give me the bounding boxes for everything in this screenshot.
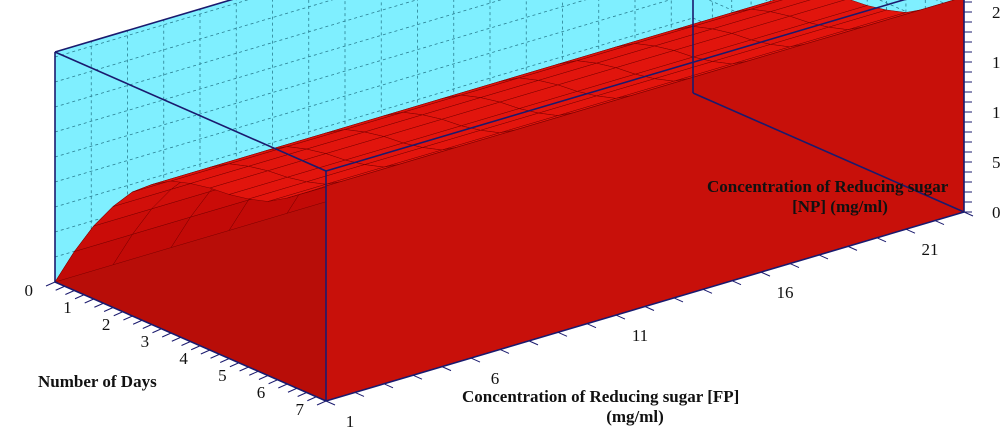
frame-edge <box>692 92 965 213</box>
y-tick-mark <box>673 297 684 303</box>
y-tick-label: 16 <box>777 283 794 302</box>
x-tick-mark <box>45 281 56 287</box>
y-tick-mark <box>499 348 510 354</box>
x-tick-mark <box>161 332 172 338</box>
surface-plot <box>54 0 965 402</box>
x-tick-mark <box>190 345 201 351</box>
x-tick-mark <box>258 375 269 380</box>
y-tick-mark <box>644 306 655 311</box>
x-tick-mark <box>152 328 162 334</box>
y-tick-label: 21 <box>922 240 939 259</box>
tick-labels: 012345671611162105101520 <box>25 3 1000 430</box>
y-tick-mark <box>441 366 452 372</box>
y-tick-label: 1 <box>346 412 355 430</box>
x-tick-mark <box>171 336 182 342</box>
z-axis-label-line2: [NP] (mg/ml) <box>792 197 888 216</box>
grid-line <box>54 0 502 133</box>
x-tick-mark <box>55 285 65 291</box>
frame-edge <box>54 51 327 172</box>
y-tick-mark <box>354 391 365 397</box>
x-tick-mark <box>200 349 211 355</box>
x-tick-mark <box>132 319 143 325</box>
x-tick-mark <box>113 311 123 317</box>
y-tick-mark <box>934 220 945 226</box>
y-tick-mark <box>847 245 858 251</box>
grid-line <box>54 0 587 158</box>
y-tick-mark <box>470 357 481 363</box>
z-axis-label-line1: Concentration of Reducing sugar <box>707 177 949 196</box>
x-tick-mark <box>239 366 249 372</box>
surface-end-face <box>325 0 965 402</box>
x-tick-mark <box>210 353 220 359</box>
x-tick-label: 6 <box>257 383 266 402</box>
x-tick-mark <box>287 387 298 393</box>
x-tick-mark <box>297 392 307 397</box>
z-tick-label: 15 <box>992 53 1000 72</box>
x-tick-label: 0 <box>25 281 34 300</box>
y-tick-mark <box>818 254 829 260</box>
x-tick-label: 3 <box>141 332 150 351</box>
y-tick-mark <box>789 263 800 269</box>
y-tick-mark <box>528 340 539 346</box>
chart-frame <box>45 0 974 406</box>
y-tick-mark <box>586 323 597 329</box>
x-tick-mark <box>84 298 94 304</box>
x-tick-mark <box>229 362 240 368</box>
grid-line <box>54 0 249 58</box>
x-tick-mark <box>123 315 133 321</box>
y-tick-label: 11 <box>632 326 648 345</box>
x-tick-mark <box>103 307 114 312</box>
y-tick-mark <box>876 237 887 243</box>
x-tick-label: 4 <box>179 349 188 368</box>
y-tick-mark <box>731 280 742 286</box>
y-tick-mark <box>963 211 974 217</box>
x-tick-mark <box>268 379 278 385</box>
x-tick-mark <box>74 294 85 300</box>
z-tick-label: 10 <box>992 103 1000 122</box>
grid-line <box>54 0 334 83</box>
y-tick-mark <box>760 271 771 277</box>
x-tick-mark <box>307 396 317 402</box>
x-tick-label: 1 <box>63 298 72 317</box>
y-tick-mark <box>905 228 916 234</box>
z-tick-label: 0 <box>992 203 1000 222</box>
x-tick-mark <box>181 341 191 346</box>
x-tick-mark <box>316 400 327 406</box>
grid-line <box>54 0 418 108</box>
x-tick-label: 7 <box>296 400 305 419</box>
frame-edge <box>325 0 907 172</box>
y-tick-mark <box>557 331 568 337</box>
y-tick-mark <box>412 374 423 380</box>
y-tick-mark <box>702 288 713 294</box>
x-tick-mark <box>142 324 152 329</box>
x-axis-label: Number of Days <box>38 372 157 391</box>
frame-edge <box>54 0 234 53</box>
z-tick-label: 5 <box>992 153 1000 172</box>
x-tick-mark <box>94 302 104 308</box>
grid-line <box>54 0 671 183</box>
x-tick-label: 2 <box>102 315 111 334</box>
y-tick-mark <box>325 400 336 406</box>
y-axis-label-line2: (mg/ml) <box>606 407 664 426</box>
z-tick-label: 20 <box>992 3 1000 22</box>
y-tick-mark <box>615 314 626 320</box>
y-axis-label-line1: Concentration of Reducing sugar [FP] <box>462 387 739 406</box>
x-tick-label: 5 <box>218 366 227 385</box>
grid-line <box>54 17 694 208</box>
x-tick-mark <box>220 358 230 363</box>
x-tick-mark <box>278 383 288 389</box>
x-tick-mark <box>249 370 259 376</box>
y-tick-mark <box>383 383 394 389</box>
y-tick-label: 6 <box>491 369 500 388</box>
x-tick-mark <box>65 290 75 295</box>
